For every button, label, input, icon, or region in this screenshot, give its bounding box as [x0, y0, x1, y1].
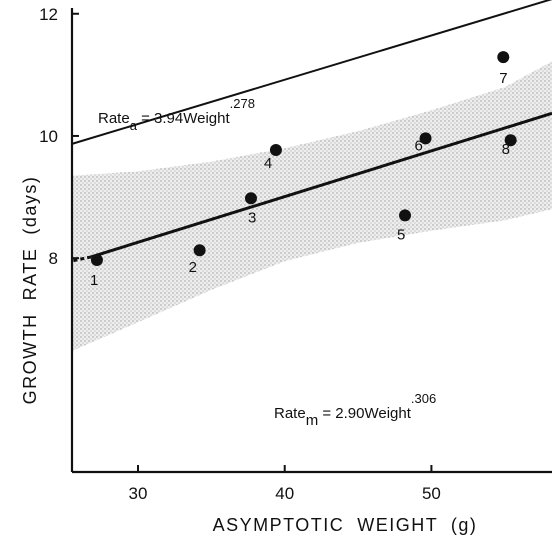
- y-tick-label: 12: [39, 5, 58, 24]
- data-point-2: [193, 244, 206, 257]
- y-axis-title: GROWTH RATE (days): [20, 176, 40, 405]
- x-tick-label: 50: [422, 484, 441, 503]
- regression-line-a: [71, 0, 552, 145]
- data-point-label-1: 1: [90, 272, 98, 289]
- equation-a-exponent: .278: [230, 96, 255, 111]
- equation-a-subscript: a: [130, 118, 138, 133]
- equation-m-body: = 2.90Weight: [318, 405, 412, 422]
- equation-a-prefix: Rate: [98, 110, 130, 127]
- regression-line-m: [90, 111, 552, 259]
- data-point-6: [419, 132, 432, 145]
- equation-m-exponent: .306: [411, 391, 436, 406]
- y-tick-label: 8: [49, 249, 58, 268]
- data-point-label-7: 7: [499, 70, 507, 87]
- data-point-label-3: 3: [248, 209, 256, 226]
- ticks: 3040506081012: [39, 5, 441, 503]
- data-point-1: [90, 253, 103, 266]
- axes: [70, 8, 552, 474]
- y-tick-label: 10: [39, 127, 58, 146]
- equation-rate-a: Ratea = 3.94Weight.278: [98, 96, 255, 133]
- data-point-7: [497, 51, 510, 64]
- data-point-8: [504, 134, 517, 147]
- x-axis-title: ASYMPTOTIC WEIGHT (g): [213, 515, 478, 535]
- equation-a-body: = 3.94Weight: [137, 110, 231, 127]
- equation-m-subscript: m: [306, 412, 319, 429]
- data-point-label-8: 8: [502, 141, 510, 158]
- data-point-label-2: 2: [189, 259, 197, 276]
- data-point-label-6: 6: [415, 137, 423, 154]
- data-point-3: [244, 192, 257, 205]
- equation-m-prefix: Rate: [274, 405, 306, 422]
- confidence-band: [72, 47, 552, 352]
- data-point-4: [269, 144, 282, 157]
- data-points: 123456789: [90, 51, 517, 289]
- equation-rate-m: Ratem = 2.90Weight.306: [274, 391, 436, 429]
- regression-line-m-dashed-extension: [73, 255, 92, 263]
- data-point-label-5: 5: [397, 226, 405, 243]
- x-tick-label: 40: [275, 484, 294, 503]
- data-point-5: [399, 209, 412, 222]
- x-tick-label: 30: [129, 484, 148, 503]
- data-point-label-4: 4: [264, 155, 272, 172]
